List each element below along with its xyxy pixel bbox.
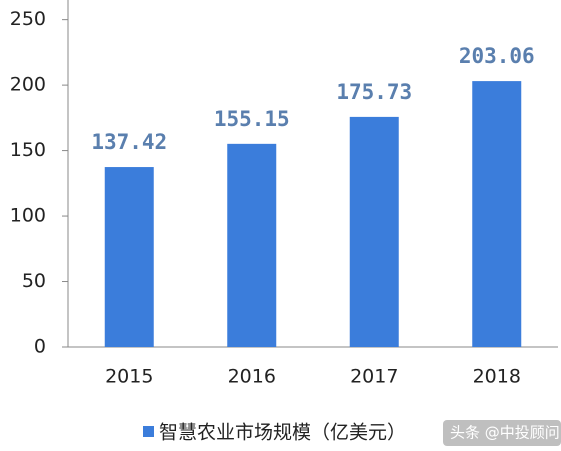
plot: 0 50 100 150 200 250 2015 137.42 2016 155.15 2017 1… [10,0,558,444]
x-tick-label: 2018 [473,366,521,388]
y-tick-label: 150 [10,139,46,161]
legend-swatch [143,426,154,437]
y-tick-label: 50 [22,270,46,292]
x-tick-label: 2015 [105,366,153,388]
x-tick-label: 2016 [228,366,276,388]
legend-label: 智慧农业市场规模（亿美元） [159,422,406,444]
watermark: 头条 @中投顾问 [450,424,560,442]
value-label: 155.15 [214,107,290,131]
value-label: 203.06 [459,44,535,68]
bar [349,116,399,347]
y-tick-label: 250 [10,8,46,30]
y-tick-label: 200 [10,74,46,96]
bar [472,81,522,348]
value-label: 175.73 [336,80,412,104]
bar [104,167,154,347]
watermark-bg [443,420,561,446]
y-tick-label: 100 [10,205,46,227]
value-label: 137.42 [91,130,167,154]
y-tick-label: 0 [34,336,46,358]
bar [227,143,277,347]
x-tick-label: 2017 [350,366,398,388]
